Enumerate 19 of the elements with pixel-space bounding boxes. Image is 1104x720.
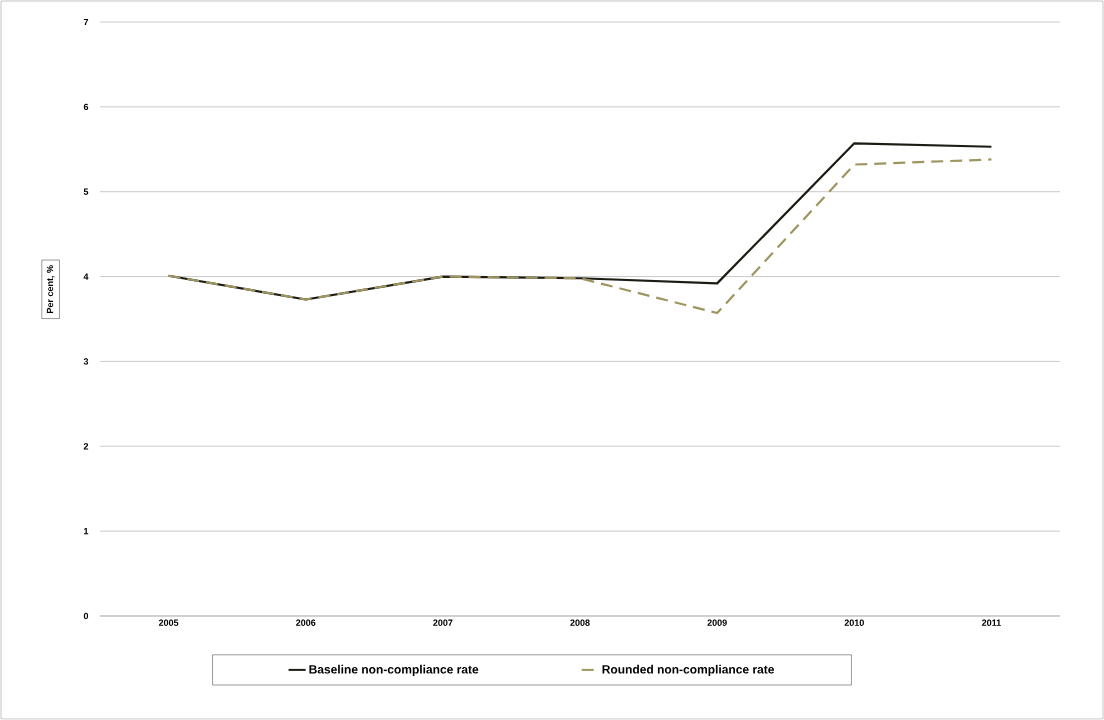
- y-tick-label: 0: [83, 612, 89, 620]
- y-tick-label: 5: [83, 188, 89, 195]
- x-tick-label: 2008: [570, 619, 590, 626]
- x-tick-label: 2005: [158, 619, 179, 626]
- y-tick-label: 7: [83, 18, 89, 26]
- x-tick-label: 2011: [981, 619, 1001, 626]
- legend-label: Baseline non-compliance rate: [309, 664, 479, 676]
- y-tick-label: 1: [84, 528, 89, 535]
- x-tick-label: 2006: [296, 619, 316, 626]
- y-axis-title: Per cent, %: [46, 265, 55, 313]
- x-tick-label: 2010: [844, 619, 864, 626]
- x-tick-label: 2007: [433, 619, 453, 626]
- legend-label: Rounded non-compliance rate: [602, 664, 775, 676]
- y-tick-label: 4: [83, 273, 89, 280]
- x-tick-label: 2009: [707, 619, 727, 626]
- y-tick-label: 2: [83, 443, 89, 450]
- y-tick-label: 6: [83, 103, 89, 111]
- y-tick-label: 3: [83, 358, 89, 365]
- line-series: [167, 158, 993, 315]
